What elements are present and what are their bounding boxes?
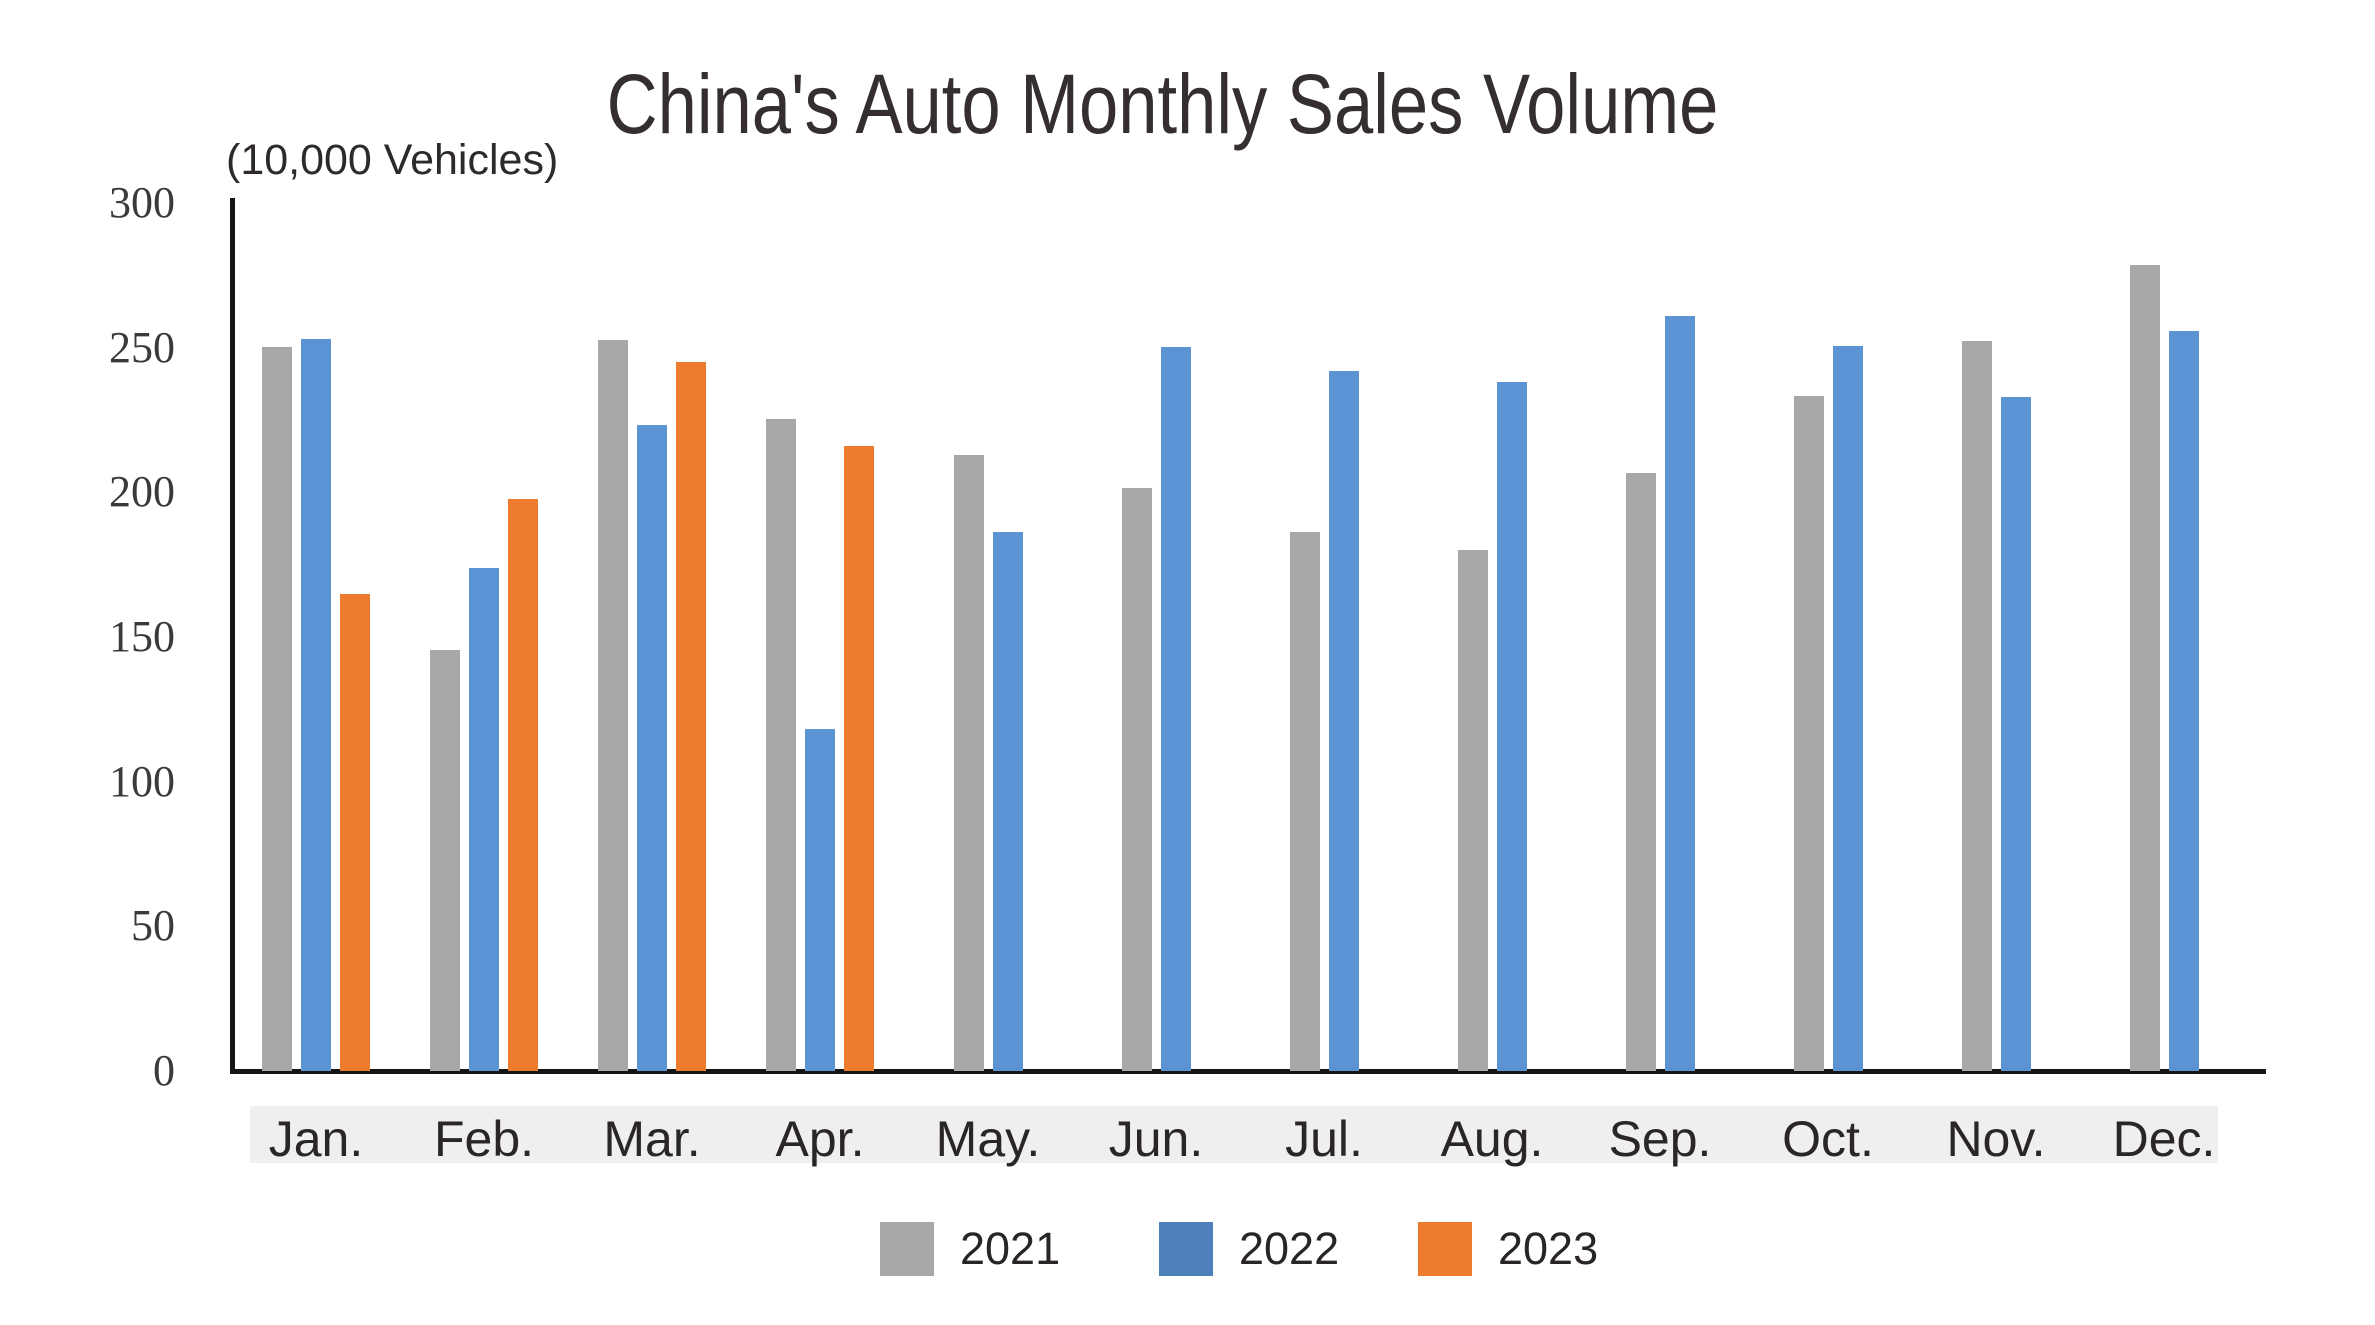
y-axis-tick-label-50: 50: [131, 901, 175, 951]
bar-2022-mar: [637, 424, 667, 1071]
bar-2022-jul: [1328, 370, 1359, 1071]
bar-2022-apr: [805, 729, 835, 1071]
y-axis-tick-label-200: 200: [109, 467, 175, 517]
x-axis-tick-label-sep: Sep.: [1608, 1111, 1712, 1167]
bar-2023-feb: [508, 499, 538, 1071]
y-axis-tick-label-0: 0: [153, 1046, 175, 1095]
bar-2021-jun: [1121, 487, 1152, 1071]
bar-2022-aug: [1496, 381, 1527, 1071]
bar-2022-jun: [1160, 347, 1191, 1071]
x-axis-tick-label-jan: Jan.: [268, 1111, 364, 1167]
bar-2021-dec: [2129, 264, 2160, 1071]
x-axis-tick-label-may: May.: [935, 1111, 1041, 1167]
legend-swatch-2023: [1418, 1222, 1472, 1276]
x-axis-tick-label-nov: Nov.: [1946, 1111, 2046, 1167]
bar-2022-feb: [469, 568, 499, 1071]
bar-2021-aug: [1457, 550, 1488, 1071]
x-axis-tick-label-mar: Mar.: [603, 1111, 701, 1167]
bar-2021-jan: [262, 346, 292, 1071]
bar-2021-oct: [1793, 395, 1824, 1071]
bar-2021-mar: [598, 340, 628, 1071]
y-axis-tick-label-150: 150: [109, 612, 175, 661]
x-axis-tick-label-dec: Dec.: [2112, 1111, 2216, 1167]
bar-2021-jul: [1289, 531, 1320, 1071]
x-axis-tick-label-aug: Aug.: [1440, 1111, 1544, 1167]
bar-2023-jan: [340, 593, 370, 1071]
legend-swatch-2021: [880, 1222, 934, 1276]
x-axis-tick-label-feb: Feb.: [433, 1111, 535, 1167]
legend-swatch-2022: [1159, 1222, 1213, 1276]
bar-2022-jan: [301, 338, 331, 1071]
x-axis-label-band: [250, 1106, 2218, 1163]
legend-label-2022: 2022: [1239, 1223, 1340, 1274]
x-axis-tick-label-apr: Apr.: [775, 1111, 865, 1167]
bar-2022-sep: [1664, 315, 1695, 1071]
y-axis-tick-label-100: 100: [109, 756, 175, 806]
y-axis-tick-label-300: 300: [109, 178, 175, 227]
bar-2022-dec: [2168, 331, 2199, 1071]
x-axis-tick-label-jun: Jun.: [1108, 1111, 1204, 1167]
legend-item-2021: 2021: [880, 1222, 1060, 1276]
chart-title: China's Auto Monthly Sales Volume: [606, 57, 1719, 151]
bar-2021-feb: [430, 650, 460, 1071]
y-axis-unit-label: (10,000 Vehicles): [226, 136, 559, 184]
legend-item-2022: 2022: [1159, 1222, 1339, 1276]
bar-2021-sep: [1625, 472, 1656, 1071]
y-axis-tick-label-250: 250: [109, 322, 175, 372]
bar-2023-apr: [844, 446, 874, 1071]
x-axis-tick-label-jul: Jul.: [1285, 1111, 1363, 1167]
x-axis-line: [230, 1069, 2266, 1074]
y-axis-line: [230, 198, 235, 1074]
bar-2022-oct: [1832, 346, 1863, 1071]
bar-2021-apr: [766, 419, 796, 1071]
bar-2022-nov: [2000, 397, 2031, 1071]
legend-label-2021: 2021: [960, 1223, 1061, 1274]
bar-2021-may: [953, 455, 984, 1071]
bar-2022-may: [992, 532, 1023, 1071]
bar-2021-nov: [1961, 341, 1992, 1071]
legend-label-2023: 2023: [1498, 1223, 1599, 1274]
bar-2023-mar: [676, 361, 706, 1071]
x-axis-tick-label-oct: Oct.: [1782, 1111, 1874, 1167]
legend-item-2023: 2023: [1418, 1222, 1598, 1276]
